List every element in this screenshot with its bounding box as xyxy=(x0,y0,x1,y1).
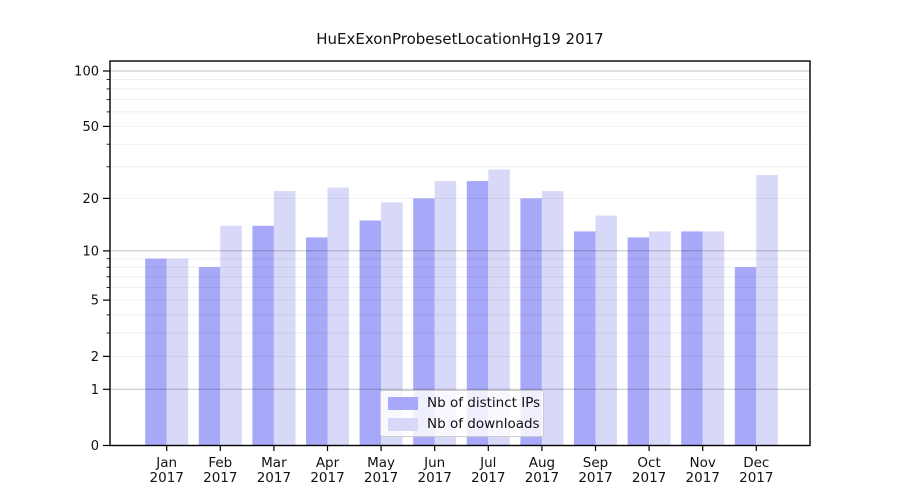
legend: Nb of distinct IPs Nb of downloads xyxy=(380,390,544,437)
legend-label-downloads: Nb of downloads xyxy=(427,416,540,432)
x-tick-label-year: 2017 xyxy=(739,470,773,486)
x-tick-label-year: 2017 xyxy=(525,470,559,486)
bar-downloads-dec xyxy=(756,175,778,446)
legend-row-ips: Nb of distinct IPs xyxy=(388,395,543,411)
x-tick-label-month: Nov xyxy=(690,455,716,471)
legend-row-downloads: Nb of downloads xyxy=(388,416,543,432)
x-tick-label-month: Jul xyxy=(479,455,496,471)
y-tick-label: 50 xyxy=(82,120,99,135)
x-tick-label-month: Sep xyxy=(583,455,608,471)
x-tick-label-year: 2017 xyxy=(578,470,612,486)
x-tick-label-month: Jan xyxy=(155,455,177,471)
bar-downloads-feb xyxy=(220,225,242,446)
legend-label-ips: Nb of distinct IPs xyxy=(427,395,541,411)
x-tick-label-year: 2017 xyxy=(632,470,666,486)
bar-downloads-sep xyxy=(595,215,617,446)
y-tick-label: 2 xyxy=(91,350,99,365)
plot-frame xyxy=(109,60,811,447)
y-tick-label: 0 xyxy=(91,439,99,454)
ips-swatch-icon xyxy=(388,396,418,410)
bar-ips-aug xyxy=(520,198,542,446)
bar-downloads-jan xyxy=(166,258,189,446)
bar-ips-jun xyxy=(413,198,435,446)
x-tick-label-year: 2017 xyxy=(310,470,344,486)
x-tick-label-month: Dec xyxy=(743,455,769,471)
bar-ips-dec xyxy=(734,267,757,446)
y-tick-label: 5 xyxy=(91,294,99,309)
y-tick-label: 10 xyxy=(82,244,99,259)
x-tick-label-month: Mar xyxy=(261,455,287,471)
x-tick-label-year: 2017 xyxy=(471,470,505,486)
x-tick-label-month: Aug xyxy=(529,455,555,471)
x-tick-label-year: 2017 xyxy=(150,470,184,486)
x-tick-label-year: 2017 xyxy=(364,470,398,486)
y-tick-label: 20 xyxy=(82,192,99,207)
downloads-swatch-icon xyxy=(388,417,418,431)
x-tick-label-year: 2017 xyxy=(257,470,291,486)
bar-ips-feb xyxy=(198,267,221,446)
x-tick-label-month: Oct xyxy=(637,455,660,471)
bar-ips-jan xyxy=(145,258,167,446)
x-tick-label-month: Feb xyxy=(208,455,232,471)
bar-downloads-may xyxy=(381,202,403,446)
bar-downloads-oct xyxy=(649,231,671,446)
bar-ips-nov xyxy=(681,231,703,446)
x-tick-label-year: 2017 xyxy=(418,470,452,486)
x-tick-label-year: 2017 xyxy=(686,470,720,486)
bar-ips-sep xyxy=(574,231,596,446)
x-tick-label-month: Jun xyxy=(423,455,445,471)
bar-ips-may xyxy=(359,220,382,446)
bar-downloads-apr xyxy=(327,187,349,446)
chart-title: HuExExonProbesetLocationHg19 2017 xyxy=(316,30,604,48)
bar-downloads-nov xyxy=(702,231,725,446)
x-tick-label-month: Apr xyxy=(316,455,340,471)
bar-downloads-jun xyxy=(434,181,457,446)
bar-ips-jul xyxy=(466,181,489,446)
x-tick-label-year: 2017 xyxy=(203,470,237,486)
bar-ips-oct xyxy=(627,237,650,446)
bar-downloads-aug xyxy=(541,191,564,446)
y-tick-label: 100 xyxy=(74,65,99,80)
bar-ips-apr xyxy=(306,237,328,446)
x-tick-label-month: May xyxy=(367,455,395,471)
bar-ips-mar xyxy=(252,225,274,446)
bar-downloads-mar xyxy=(273,191,296,446)
y-tick-label: 1 xyxy=(91,383,99,398)
bar-downloads-jul xyxy=(488,169,510,446)
